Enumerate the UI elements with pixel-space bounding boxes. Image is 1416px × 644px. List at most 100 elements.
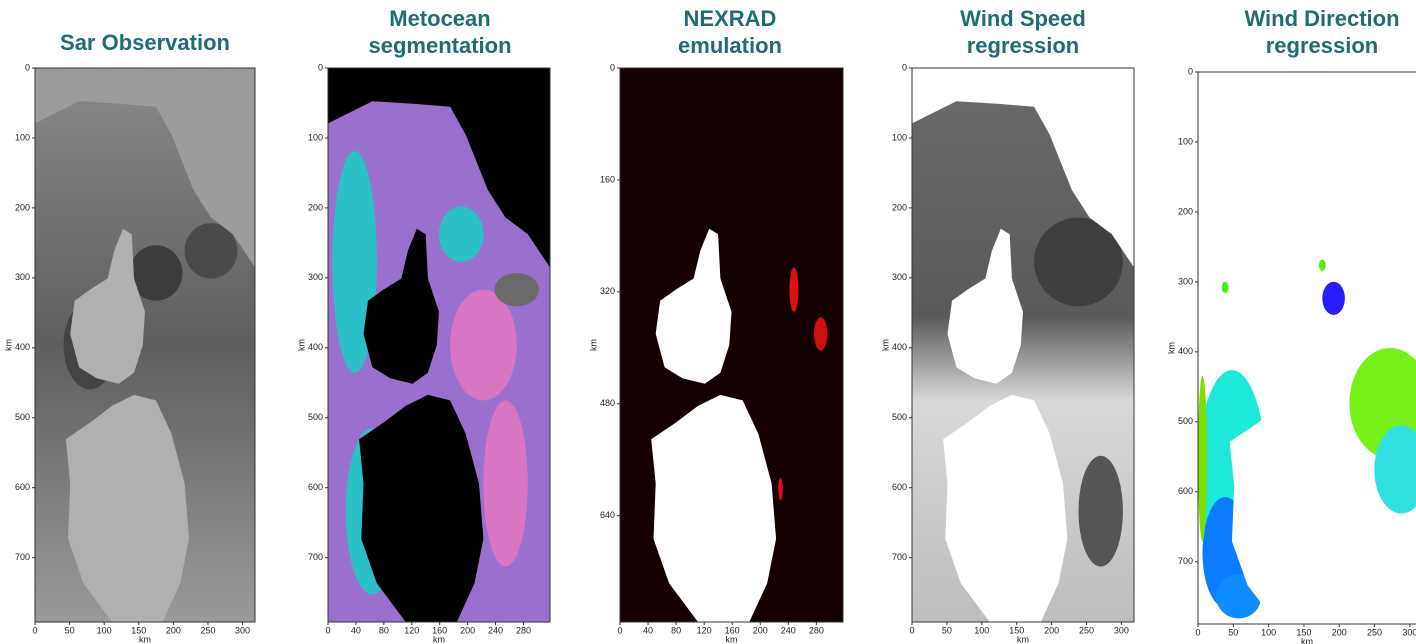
y-tick-label: 200 [15, 202, 30, 212]
y-tick-label: 500 [1178, 416, 1193, 426]
y-tick-label: 300 [1178, 276, 1193, 286]
image [35, 68, 255, 622]
image-patch [483, 400, 527, 566]
x-tick-label: 0 [617, 625, 622, 635]
x-tick-label: 100 [1261, 627, 1276, 637]
y-axis-label: km [588, 339, 598, 351]
x-tick-label: 100 [97, 625, 112, 635]
image-patch [814, 317, 827, 350]
y-tick-label: 160 [600, 174, 615, 184]
x-tick-label: 200 [460, 625, 475, 635]
image [1198, 72, 1416, 624]
x-tick-label: 120 [697, 625, 712, 635]
x-tick-label: 250 [1367, 627, 1382, 637]
y-axis-label: km [296, 339, 306, 351]
x-tick-label: 250 [1079, 625, 1094, 635]
x-axis-label: km [726, 634, 738, 644]
image [620, 68, 843, 622]
y-tick-label: 200 [892, 202, 907, 212]
x-axis-label: km [433, 634, 445, 644]
image-patch [1079, 456, 1123, 567]
x-tick-label: 0 [1195, 627, 1200, 637]
y-tick-label: 100 [1178, 136, 1193, 146]
panel-title: NEXRAD [684, 6, 777, 31]
y-axis-label: km [1166, 342, 1176, 354]
y-tick-label: 400 [308, 342, 323, 352]
y-tick-label: 100 [308, 132, 323, 142]
x-tick-label: 0 [909, 625, 914, 635]
y-tick-label: 500 [308, 412, 323, 422]
x-tick-label: 40 [351, 625, 361, 635]
y-tick-label: 600 [892, 482, 907, 492]
panel: 0501001502002503000100200300400500600700… [1166, 6, 1416, 644]
x-tick-label: 200 [1332, 627, 1347, 637]
y-tick-label: 500 [892, 412, 907, 422]
image-patch [1322, 282, 1345, 315]
y-tick-label: 700 [15, 552, 30, 562]
x-tick-label: 280 [809, 625, 824, 635]
image-patch [1198, 376, 1207, 542]
x-axis-label: km [1301, 636, 1313, 644]
y-tick-label: 480 [600, 398, 615, 408]
x-tick-label: 300 [1402, 627, 1416, 637]
y-tick-label: 400 [1178, 346, 1193, 356]
x-tick-label: 80 [379, 625, 389, 635]
x-axis-label: km [139, 634, 151, 644]
y-tick-label: 300 [892, 272, 907, 282]
image-patch [495, 273, 539, 306]
x-tick-label: 80 [671, 625, 681, 635]
image-patch [1319, 260, 1326, 271]
figure: 0501001502002503000100200300400500600700… [0, 0, 1416, 644]
panel-title: segmentation [368, 33, 511, 58]
y-tick-label: 300 [15, 272, 30, 282]
x-tick-label: 240 [488, 625, 503, 635]
panel-title: Sar Observation [60, 30, 230, 55]
y-tick-label: 200 [308, 202, 323, 212]
y-tick-label: 500 [15, 412, 30, 422]
y-tick-label: 0 [25, 62, 30, 72]
x-tick-label: 0 [32, 625, 37, 635]
y-tick-label: 600 [1178, 486, 1193, 496]
image-patch [789, 267, 798, 311]
image-patch [1222, 282, 1229, 293]
x-tick-label: 120 [404, 625, 419, 635]
x-tick-label: 200 [753, 625, 768, 635]
x-tick-label: 280 [516, 625, 531, 635]
x-tick-label: 300 [1114, 625, 1129, 635]
x-tick-label: 0 [325, 625, 330, 635]
image-patch [450, 290, 517, 401]
y-axis-label: km [880, 339, 890, 351]
y-tick-label: 700 [892, 552, 907, 562]
y-tick-label: 320 [600, 286, 615, 296]
x-tick-label: 40 [643, 625, 653, 635]
panel-title: Wind Direction [1244, 6, 1399, 31]
y-tick-label: 640 [600, 510, 615, 520]
x-tick-label: 50 [942, 625, 952, 635]
x-tick-label: 50 [65, 625, 75, 635]
panel-title: regression [1266, 33, 1379, 58]
y-tick-label: 0 [1188, 66, 1193, 76]
y-tick-label: 400 [892, 342, 907, 352]
panel: 040801201602002402800160320480640kmkmNEX… [588, 6, 843, 644]
x-tick-label: 200 [1044, 625, 1059, 635]
y-tick-label: 0 [610, 62, 615, 72]
y-tick-label: 700 [1178, 556, 1193, 566]
panel: 0501001502002503000100200300400500600700… [3, 30, 255, 644]
panel-title: Metocean [389, 6, 490, 31]
y-tick-label: 600 [15, 482, 30, 492]
x-axis-label: km [1017, 634, 1029, 644]
x-tick-label: 300 [235, 625, 250, 635]
y-tick-label: 100 [892, 132, 907, 142]
x-tick-label: 250 [200, 625, 215, 635]
panel-title: emulation [678, 33, 782, 58]
y-axis-label: km [3, 339, 13, 351]
y-tick-label: 100 [15, 132, 30, 142]
x-tick-label: 50 [1228, 627, 1238, 637]
y-tick-label: 400 [15, 342, 30, 352]
y-tick-label: 200 [1178, 206, 1193, 216]
image [912, 68, 1134, 622]
y-tick-label: 0 [902, 62, 907, 72]
image [328, 68, 550, 622]
